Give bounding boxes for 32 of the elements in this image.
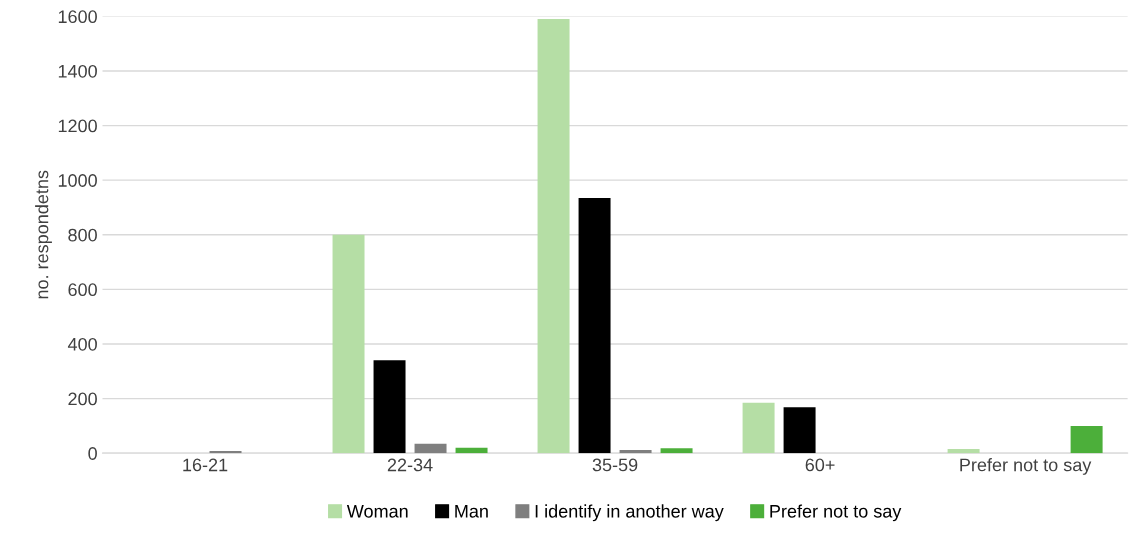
bar — [742, 402, 775, 454]
bar — [1070, 425, 1103, 454]
y-tick-label: 1400 — [58, 64, 97, 78]
bar — [660, 448, 693, 454]
x-tick-label: 60+ — [805, 458, 835, 472]
legend-label: Woman — [346, 505, 408, 518]
legend-label: Prefer not to say — [770, 504, 902, 522]
x-tick-label: 22-34 — [387, 458, 433, 472]
legend-label: I identify in another way — [535, 504, 724, 522]
bar — [414, 443, 447, 454]
legend-label: Man — [455, 505, 488, 518]
bar — [455, 447, 488, 454]
y-tick-label: 400 — [67, 337, 97, 351]
bar — [332, 234, 365, 454]
y-axis-title: no. respondetns — [35, 170, 52, 299]
y-tick-label: 1000 — [58, 174, 97, 187]
x-tick-label: Prefer not to say — [960, 458, 1092, 475]
y-tick-label: 600 — [68, 283, 97, 297]
y-tick-label: 0 — [88, 447, 97, 460]
bar — [947, 449, 980, 454]
x-tick-label: 16-21 — [183, 458, 228, 472]
y-tick-label: 1200 — [58, 119, 97, 133]
y-tick-label: 1600 — [58, 10, 97, 24]
bar — [578, 197, 611, 454]
y-tick-label: 200 — [68, 392, 97, 406]
bar — [209, 451, 242, 454]
bar — [783, 407, 816, 454]
bar — [373, 360, 406, 454]
y-tick-label: 800 — [68, 228, 97, 242]
bar — [537, 19, 570, 454]
x-tick-label: 35-59 — [592, 458, 638, 472]
bar — [619, 449, 652, 454]
